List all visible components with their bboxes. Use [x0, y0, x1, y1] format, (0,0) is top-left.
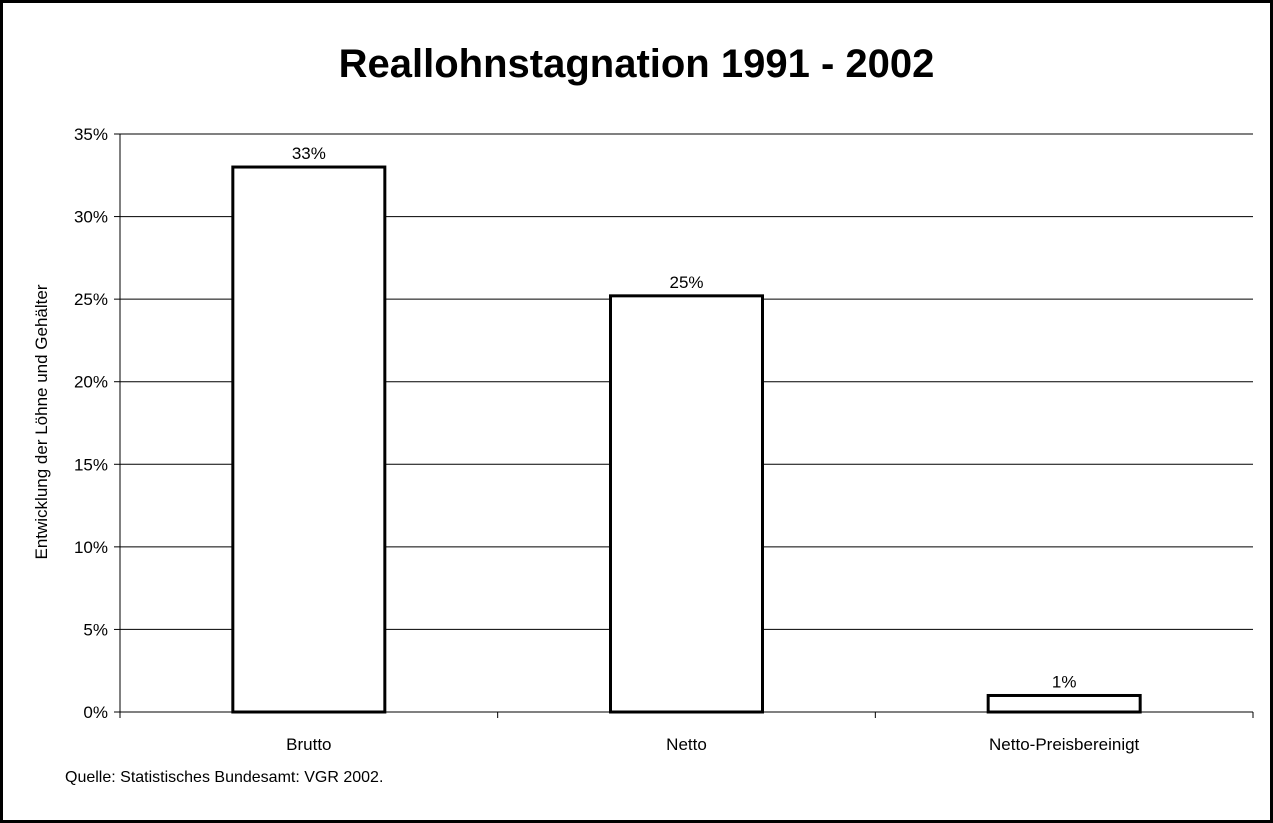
x-tick-label: Brutto — [286, 735, 331, 754]
y-tick-label: 20% — [74, 373, 108, 392]
data-labels: 33% 25% 1% — [292, 144, 1077, 691]
chart-title: Reallohnstagnation 1991 - 2002 — [338, 42, 935, 86]
x-tick-label: Netto-Preisbereinigt — [989, 735, 1140, 754]
y-tick-label: 35% — [74, 125, 108, 144]
bar — [986, 693, 1142, 714]
y-tick-label: 15% — [74, 455, 108, 474]
data-label: 33% — [292, 144, 326, 163]
source-note: Quelle: Statistisches Bundesamt: VGR 200… — [65, 769, 384, 786]
bar — [231, 165, 387, 714]
y-tick-label: 5% — [83, 620, 108, 639]
bars — [231, 165, 1142, 714]
y-tick-label: 25% — [74, 290, 108, 309]
data-label: 25% — [669, 273, 703, 292]
x-tick-labels: Brutto Netto Netto-Preisbereinigt — [286, 735, 1139, 754]
x-tick-label: Netto — [666, 735, 707, 754]
data-label: 1% — [1052, 672, 1077, 691]
y-tick-label: 30% — [74, 208, 108, 227]
y-tick-label: 10% — [74, 538, 108, 557]
y-tick-labels: 0% 5% 10% 15% 20% 25% 30% 35% — [74, 125, 108, 722]
bar — [609, 294, 764, 714]
y-tick-label: 0% — [83, 703, 108, 722]
